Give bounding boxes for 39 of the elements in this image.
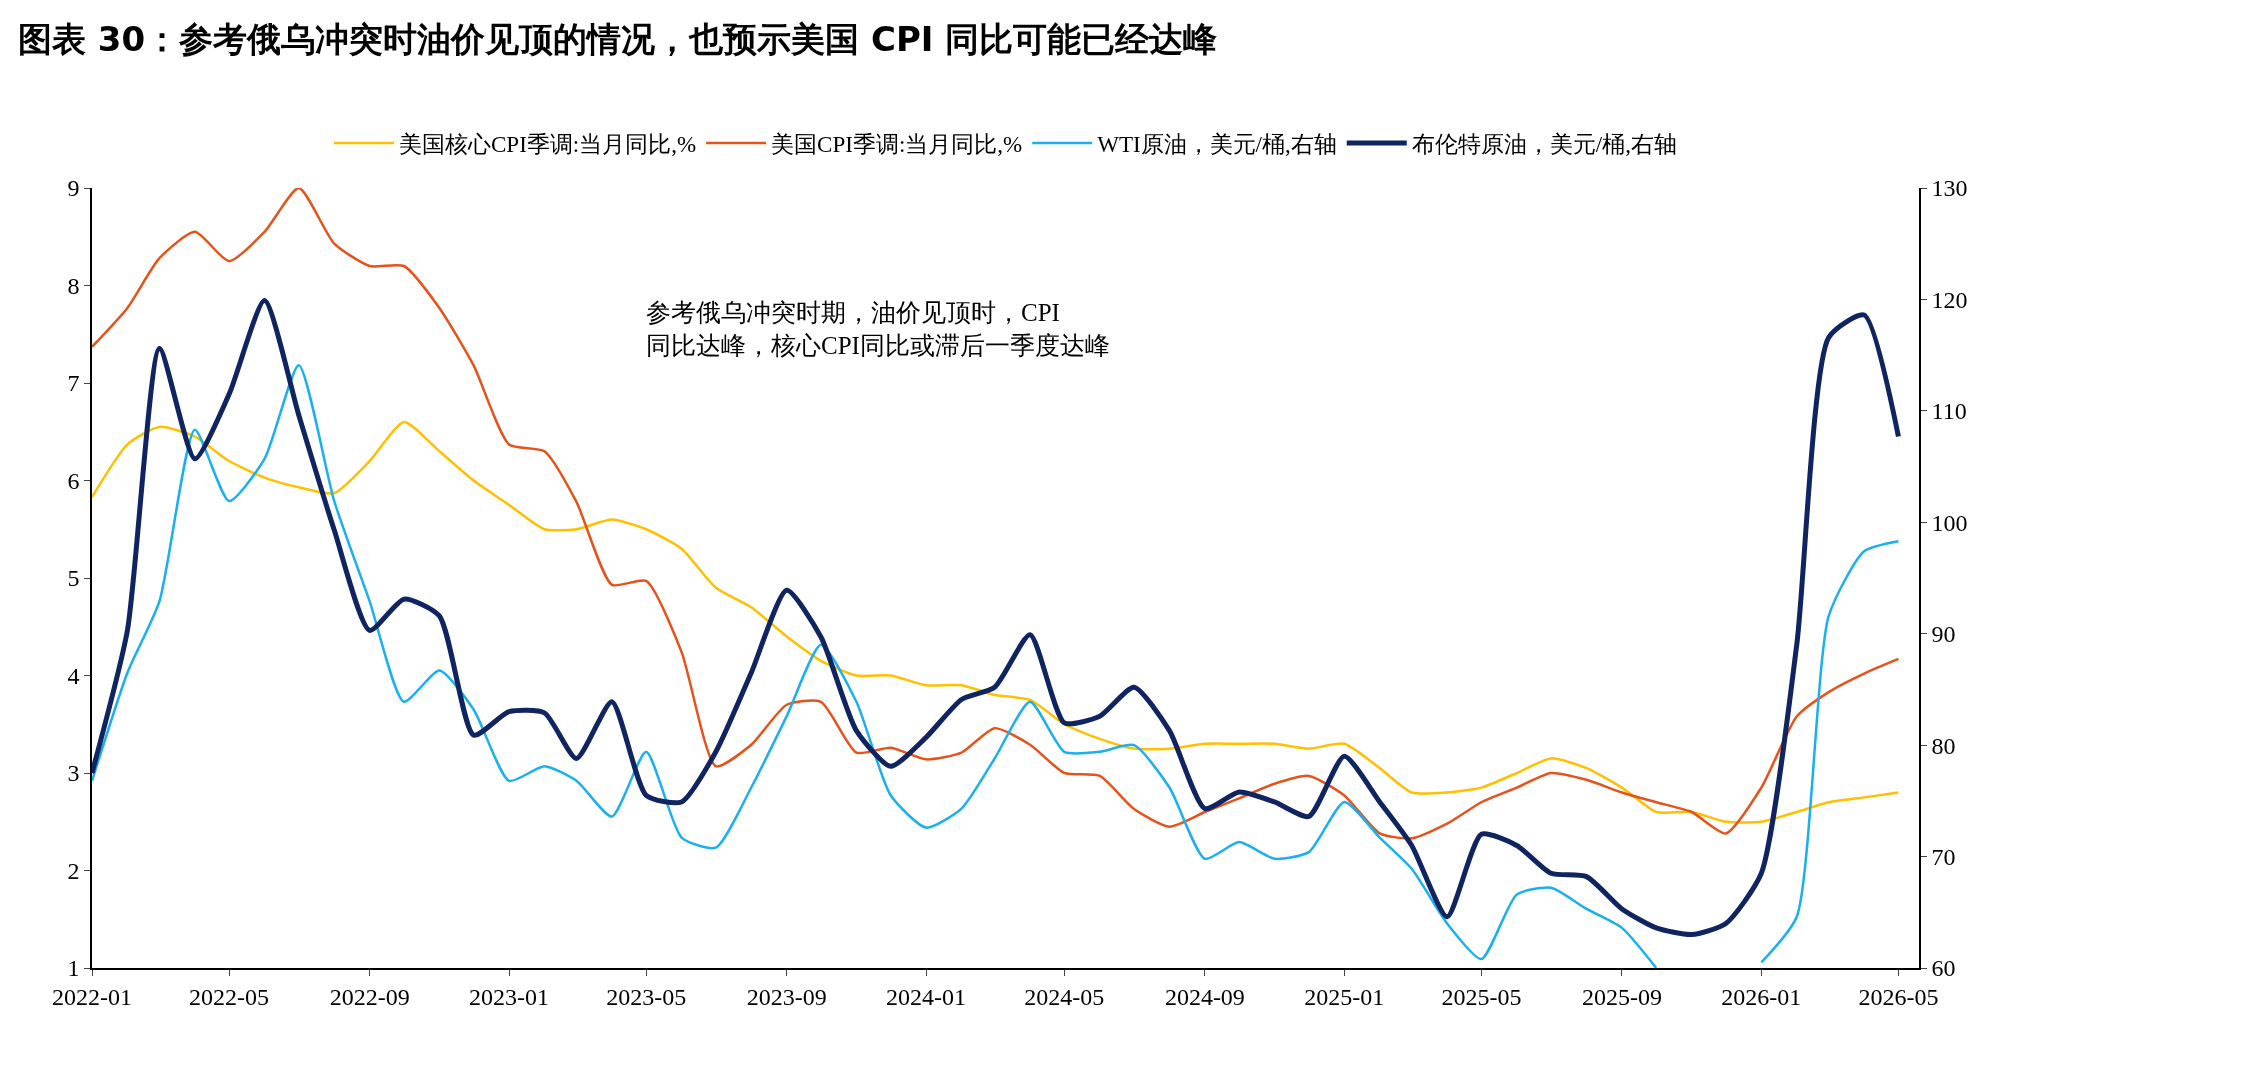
x-tick-label: 2026-01	[1721, 983, 1802, 1010]
y2-tick-label: 110	[1931, 398, 1967, 425]
x-tick-label: 2025-01	[1304, 983, 1385, 1010]
line-series	[92, 188, 1900, 840]
y-tick-label: 1	[67, 955, 80, 982]
x-tick-label: 2023-01	[469, 983, 550, 1010]
y2-tick-label: 130	[1931, 175, 1968, 202]
y2-tick-label: 90	[1931, 621, 1956, 648]
x-tick-label: 2022-01	[52, 983, 132, 1010]
y-tick-label: 7	[67, 370, 80, 397]
x-tick-label: 2022-09	[329, 983, 410, 1010]
legend-label: 美国核心CPI季调:当月同比,%	[399, 132, 697, 158]
x-tick-label: 2025-09	[1581, 983, 1662, 1010]
y-tick-label: 5	[67, 565, 80, 592]
y2-tick-label: 120	[1931, 286, 1968, 313]
y2-tick-label: 60	[1931, 955, 1956, 982]
y-tick-label: 4	[67, 662, 80, 689]
x-tick-label: 2024-09	[1164, 983, 1245, 1010]
legend-label: 美国CPI季调:当月同比,%	[771, 132, 1023, 158]
line-series	[92, 420, 1900, 824]
chart-title: 图表 30：参考俄乌冲突时油价见顶的情况，也预示美国 CPI 同比可能已经达峰	[17, 19, 1218, 59]
x-tick-label: 2026-05	[1858, 983, 1939, 1010]
x-tick-label: 2022-05	[189, 983, 270, 1010]
x-tick-label: 2023-05	[606, 983, 687, 1010]
legend-label: WTI原油，美元/桶,右轴	[1097, 132, 1337, 158]
x-tick-label: 2025-05	[1441, 983, 1522, 1010]
y-tick-label: 8	[67, 272, 80, 299]
y-tick-label: 3	[67, 760, 80, 787]
legend-label: 布伦特原油，美元/桶,右轴	[1411, 132, 1677, 158]
y2-tick-label: 80	[1931, 732, 1956, 759]
x-tick-label: 2024-01	[886, 983, 967, 1010]
x-tick-label: 2023-09	[746, 983, 827, 1010]
annotation: 参考俄乌冲突时期，油价见顶时，CPI 同比达峰，核心CPI同比或滞后一季度达峰	[646, 299, 1110, 359]
x-tick-label: 2024-05	[1024, 983, 1105, 1010]
y2-tick-label: 100	[1931, 509, 1968, 536]
y-tick-label: 6	[67, 467, 80, 494]
y2-tick-label: 70	[1931, 843, 1956, 870]
y-tick-label: 2	[67, 857, 80, 884]
y-tick-label: 9	[67, 175, 80, 202]
